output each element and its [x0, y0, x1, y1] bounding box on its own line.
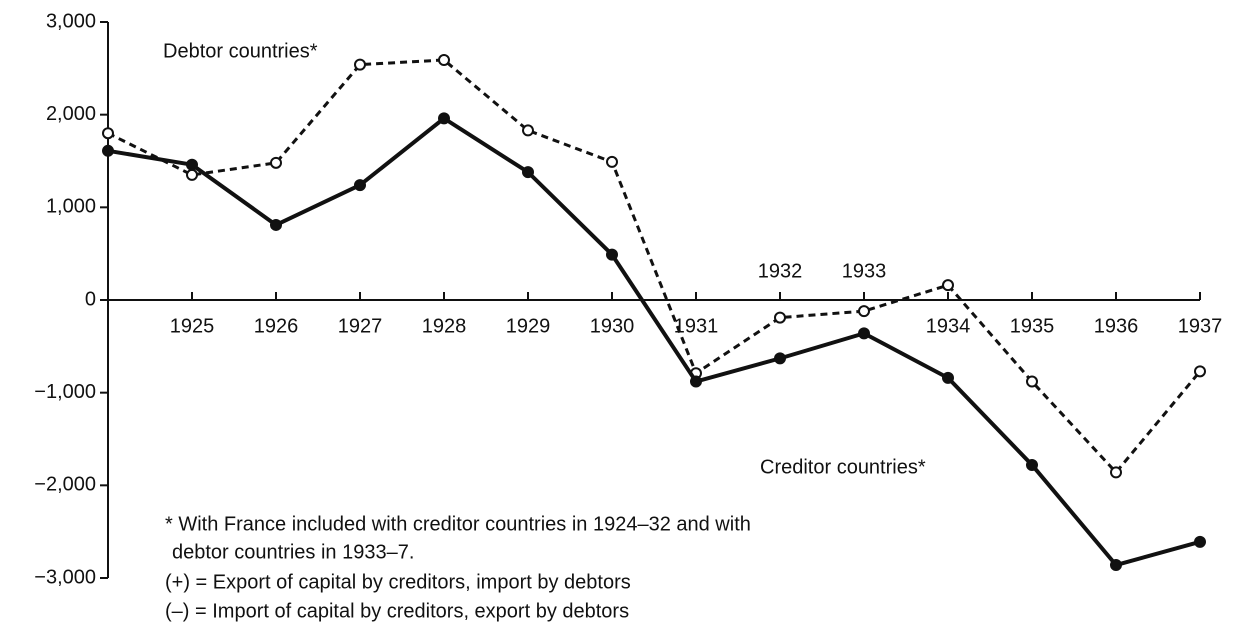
- footnote: (–) = Import of capital by creditors, ex…: [165, 600, 629, 622]
- data-point: [102, 127, 114, 140]
- x-tick-label: 1931: [674, 315, 719, 337]
- data-point: [942, 371, 954, 384]
- data-point: [942, 279, 954, 292]
- data-point: [438, 112, 450, 125]
- data-point: [186, 158, 198, 171]
- x-tick-label: 1933: [842, 260, 887, 282]
- data-point: [1110, 466, 1122, 479]
- footnote: debtor countries in 1933–7.: [172, 541, 414, 563]
- series-line: [107, 116, 1201, 568]
- data-point: [438, 53, 450, 66]
- x-tick-label: 1929: [506, 315, 551, 337]
- data-point: [270, 218, 282, 231]
- x-tick-label: 1925: [170, 315, 215, 337]
- data-point: [774, 352, 786, 365]
- data-point: [606, 155, 618, 168]
- data-point: [858, 327, 870, 340]
- data-point: [186, 168, 198, 181]
- x-tick-label: 1937: [1178, 315, 1223, 337]
- y-tick-label: 1,000: [46, 196, 96, 218]
- data-point: [606, 248, 618, 261]
- series-label: Creditor countries*: [760, 456, 926, 478]
- y-tick-label: −3,000: [34, 566, 96, 588]
- data-point: [354, 58, 366, 71]
- x-tick-label: 1932: [758, 260, 803, 282]
- x-tick-label: 1935: [1010, 315, 1055, 337]
- x-tick-label: 1928: [422, 315, 467, 337]
- data-point: [690, 375, 702, 388]
- x-tick-label: 1926: [254, 315, 299, 337]
- x-tick-label: 1936: [1094, 315, 1139, 337]
- data-point: [522, 166, 534, 179]
- data-point: [522, 124, 534, 137]
- x-tick-label: 1927: [338, 315, 383, 337]
- data-point: [102, 144, 114, 157]
- data-point: [1194, 535, 1206, 548]
- y-tick-label: 3,000: [46, 10, 96, 32]
- y-tick-label: 0: [85, 288, 96, 310]
- data-point: [1026, 375, 1038, 388]
- footnote: (+) = Export of capital by creditors, im…: [165, 571, 631, 593]
- x-tick-label: 1930: [590, 315, 635, 337]
- data-point: [1110, 559, 1122, 572]
- data-point: [774, 311, 786, 324]
- data-point: [1194, 365, 1206, 378]
- y-tick-label: 2,000: [46, 103, 96, 125]
- series-label: Debtor countries*: [163, 40, 318, 62]
- data-point: [1026, 458, 1038, 471]
- data-point: [858, 305, 870, 318]
- x-tick-label: 1934: [926, 315, 971, 337]
- data-point: [270, 156, 282, 169]
- y-tick-label: −1,000: [34, 381, 96, 403]
- y-tick-label: −2,000: [34, 474, 96, 496]
- series-line: [107, 58, 1202, 474]
- data-point: [354, 179, 366, 192]
- footnote: * With France included with creditor cou…: [165, 513, 751, 535]
